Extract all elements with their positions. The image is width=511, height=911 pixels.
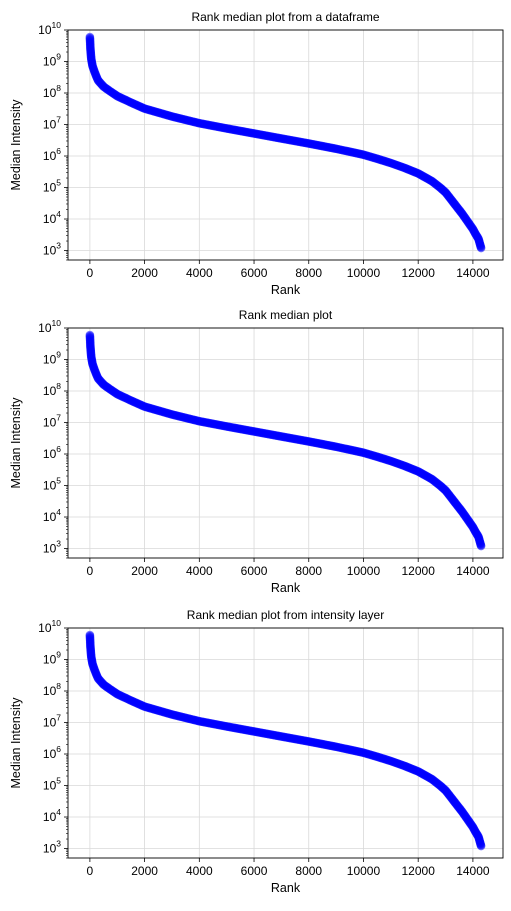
chart-2: 0 2000 4000 6000 8000 10000 12000 14000 103 104 10… [9,308,504,595]
y-tick-label: 108 [43,381,61,398]
x-tick-label: 14000 [456,564,490,578]
data-point [476,243,486,253]
x-tick-label: 4000 [186,564,213,578]
x-tick-label: 4000 [186,266,213,280]
x-tick-label: 8000 [295,564,322,578]
chart-title: Rank median plot from intensity layer [187,608,384,622]
y-tick-label: 107 [43,115,61,132]
y-tick-label: 108 [43,681,61,698]
x-tick-label: 14000 [456,266,490,280]
y-tick-label: 109 [43,650,61,667]
y-tick-label: 108 [43,83,61,100]
x-tick-label: 14000 [456,864,490,878]
plot-frame [67,29,504,261]
chart-title: Rank median plot [239,308,333,322]
y-axis-label: Median Intensity [9,99,23,191]
y-tick-label: 106 [43,744,61,761]
y-tick-label: 109 [43,52,61,69]
x-axis-label: Rank [271,881,301,895]
y-tick-label: 1010 [38,618,61,635]
y-tick-label: 1010 [38,20,61,37]
chart-1: 0 2000 4000 6000 8000 10000 12000 14000 103 104 10… [9,10,504,297]
plot-frame [67,627,504,859]
x-tick-label: 0 [87,864,94,878]
x-tick-label: 2000 [131,266,158,280]
y-tick-label: 103 [43,539,61,556]
y-axis-label: Median Intensity [9,397,23,489]
x-axis-label: Rank [271,283,301,297]
y-tick-label: 106 [43,146,61,163]
x-axis-label: Rank [271,581,301,595]
y-tick-label: 103 [43,839,61,856]
y-tick-label: 105 [43,476,61,493]
x-tick-label: 8000 [295,864,322,878]
data-points [85,630,486,851]
y-tick-label: 104 [43,209,61,226]
chart-title: Rank median plot from a dataframe [191,10,379,24]
x-tick-label: 10000 [347,864,381,878]
y-tick-label: 107 [43,413,61,430]
y-tick-label: 103 [43,241,61,258]
y-axis-label: Median Intensity [9,697,23,789]
x-tick-label: 0 [87,564,94,578]
chart-3: 0 2000 4000 6000 8000 10000 12000 14000 103 104 10… [9,608,504,895]
y-tick-label: 1010 [38,318,61,335]
x-tick-label: 10000 [347,266,381,280]
x-tick-label: 2000 [131,564,158,578]
x-tick-label: 4000 [186,864,213,878]
x-tick-label: 2000 [131,864,158,878]
x-tick-label: 10000 [347,564,381,578]
y-tick-label: 105 [43,776,61,793]
x-tick-label: 6000 [241,266,268,280]
x-tick-label: 6000 [241,564,268,578]
y-tick-label: 106 [43,444,61,461]
data-point [476,541,486,551]
y-tick-label: 104 [43,507,61,524]
y-tick-label: 105 [43,178,61,195]
x-tick-label: 8000 [295,266,322,280]
y-tick-label: 107 [43,713,61,730]
x-tick-label: 12000 [402,266,436,280]
y-tick-label: 104 [43,807,61,824]
x-tick-label: 12000 [402,864,436,878]
data-points [85,330,486,551]
x-tick-label: 12000 [402,564,436,578]
plot-frame [67,327,504,559]
x-tick-label: 0 [87,266,94,280]
x-tick-label: 6000 [241,864,268,878]
y-tick-label: 109 [43,350,61,367]
data-point [476,841,486,851]
data-points [85,32,486,253]
